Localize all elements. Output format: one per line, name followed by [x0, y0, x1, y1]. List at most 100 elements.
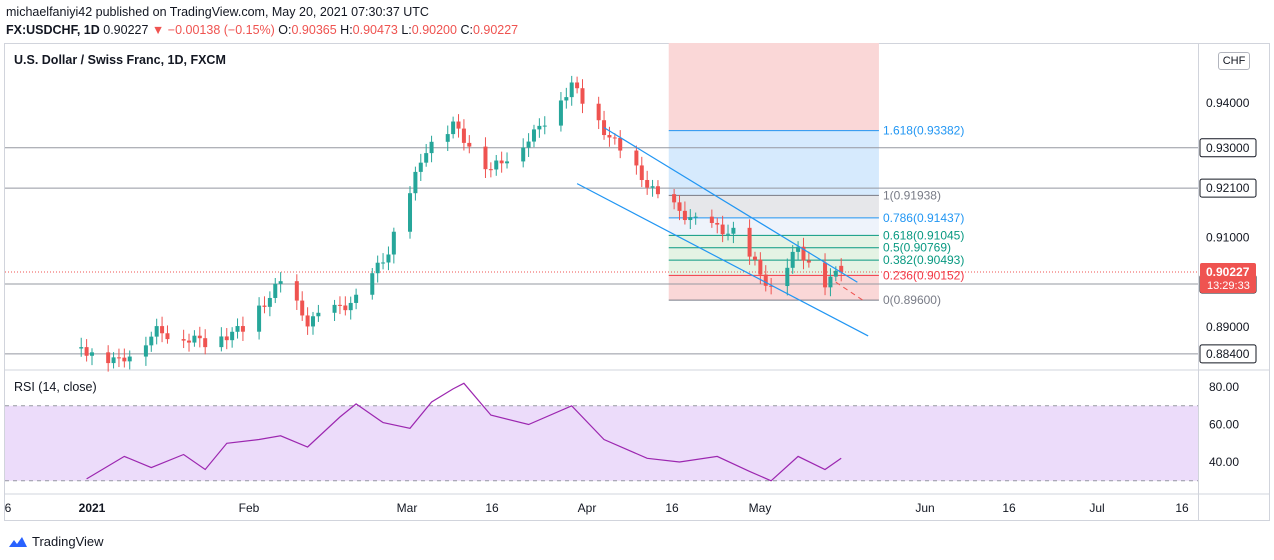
- fib-label-0: 1.618(0.93382): [883, 124, 964, 138]
- price-tick-6: 0.88400: [1206, 347, 1250, 361]
- candle-body: [381, 262, 386, 264]
- footer-brand[interactable]: TradingView: [8, 534, 104, 549]
- candle-body: [192, 335, 197, 343]
- candle-body: [785, 267, 790, 287]
- price-level-badge-6: [1199, 344, 1257, 364]
- candle-body: [154, 326, 159, 337]
- current-price-label: 0.90227: [1206, 265, 1250, 279]
- candle-body: [278, 281, 283, 284]
- time-tick-2: Feb: [239, 501, 260, 515]
- candle-body: [542, 125, 547, 127]
- candle-body: [197, 335, 202, 339]
- candles: [79, 75, 844, 372]
- candle-body: [451, 121, 456, 135]
- candle-body: [709, 216, 714, 223]
- candle-body: [305, 315, 310, 327]
- fib-label-4: 0.5(0.90769): [883, 241, 951, 255]
- candle-body: [688, 217, 693, 221]
- candle-body: [580, 88, 585, 104]
- currency-unit-button[interactable]: CHF: [1218, 52, 1250, 70]
- candle-body: [224, 336, 229, 341]
- candle-body: [655, 186, 660, 195]
- close-value: 0.90227: [472, 23, 519, 37]
- fib-label-6: 0.236(0.90152): [883, 268, 964, 282]
- open-value: 0.90365: [291, 23, 337, 37]
- candle-body: [796, 246, 801, 252]
- candle-body: [531, 129, 536, 142]
- candle-body: [747, 227, 752, 257]
- candle-body: [294, 281, 299, 301]
- candle-body: [424, 153, 429, 163]
- candle-body: [650, 186, 655, 188]
- candle-body: [672, 194, 677, 203]
- price-level-badge-2: [1199, 178, 1257, 198]
- low-label: L:: [401, 23, 412, 37]
- tradingview-logo-icon: [9, 536, 27, 547]
- candle-body: [203, 338, 208, 348]
- price-level-badge-1: [1199, 138, 1257, 158]
- fib-zone-618: [668, 235, 879, 276]
- pane-title: U.S. Dollar / Swiss Franc, 1D, FXCM: [14, 53, 226, 67]
- target-zone-bottom: [668, 275, 879, 301]
- candle-body: [461, 128, 466, 143]
- candle-body: [273, 283, 278, 298]
- symbol-name[interactable]: FX:USDCHF, 1D: [6, 23, 100, 37]
- candle-body: [413, 171, 418, 194]
- candle-body: [682, 210, 687, 221]
- candle-body: [445, 134, 450, 142]
- candle-body: [300, 300, 305, 316]
- candle-body: [257, 305, 262, 332]
- candle-body: [499, 160, 504, 164]
- candle-body: [187, 340, 192, 343]
- time-tick-10: Jul: [1089, 501, 1104, 515]
- candle-body: [806, 260, 811, 263]
- time-tick-1: 2021: [79, 501, 106, 515]
- candle-body: [262, 305, 267, 307]
- candle-body: [143, 345, 148, 357]
- candle-body: [726, 233, 731, 235]
- time-tick-6: 16: [665, 501, 679, 515]
- candle-body: [720, 224, 725, 235]
- countdown-label: 13:29:33: [1207, 280, 1250, 292]
- open-label: O:: [278, 23, 292, 37]
- candle-body: [602, 120, 607, 136]
- candle-body: [693, 216, 698, 218]
- fib-zone-1: [668, 195, 879, 218]
- candle-body: [564, 97, 569, 101]
- candle-body: [332, 304, 337, 313]
- channel-lower-line: [576, 183, 869, 337]
- candle-body: [596, 103, 601, 121]
- fib-label-1: 1(0.91938): [883, 188, 941, 202]
- time-tick-3: Mar: [397, 501, 418, 515]
- low-value: 0.90200: [411, 23, 457, 37]
- candle-body: [348, 302, 353, 311]
- candle-body: [127, 356, 132, 362]
- candle-body: [483, 146, 488, 170]
- candle-body: [219, 336, 224, 348]
- chart-frame: [4, 43, 1270, 521]
- candle-body: [639, 165, 644, 181]
- price-tick-3: 0.91000: [1206, 230, 1250, 244]
- candle-body: [267, 297, 272, 307]
- high-label: H:: [340, 23, 353, 37]
- candle-body: [731, 227, 736, 234]
- candle-body: [801, 246, 806, 261]
- candle-body: [316, 312, 321, 317]
- candle-body: [521, 147, 526, 162]
- candle-body: [715, 222, 720, 225]
- rsi-band: [5, 405, 1198, 481]
- candle-body: [645, 180, 650, 188]
- candle-body: [612, 137, 617, 139]
- candle-body: [429, 141, 434, 154]
- fib-label-2: 0.786(0.91437): [883, 211, 964, 225]
- publisher-line: michaelfaniyi42 published on TradingView…: [6, 5, 429, 19]
- candle-body: [558, 100, 563, 126]
- price-axis[interactable]: [1198, 43, 1270, 521]
- candle-body: [488, 169, 493, 171]
- rsi-line: [86, 382, 842, 482]
- candle-body: [386, 254, 391, 263]
- candle-body: [354, 294, 359, 303]
- time-tick-9: 16: [1002, 501, 1016, 515]
- candle-body: [111, 357, 116, 364]
